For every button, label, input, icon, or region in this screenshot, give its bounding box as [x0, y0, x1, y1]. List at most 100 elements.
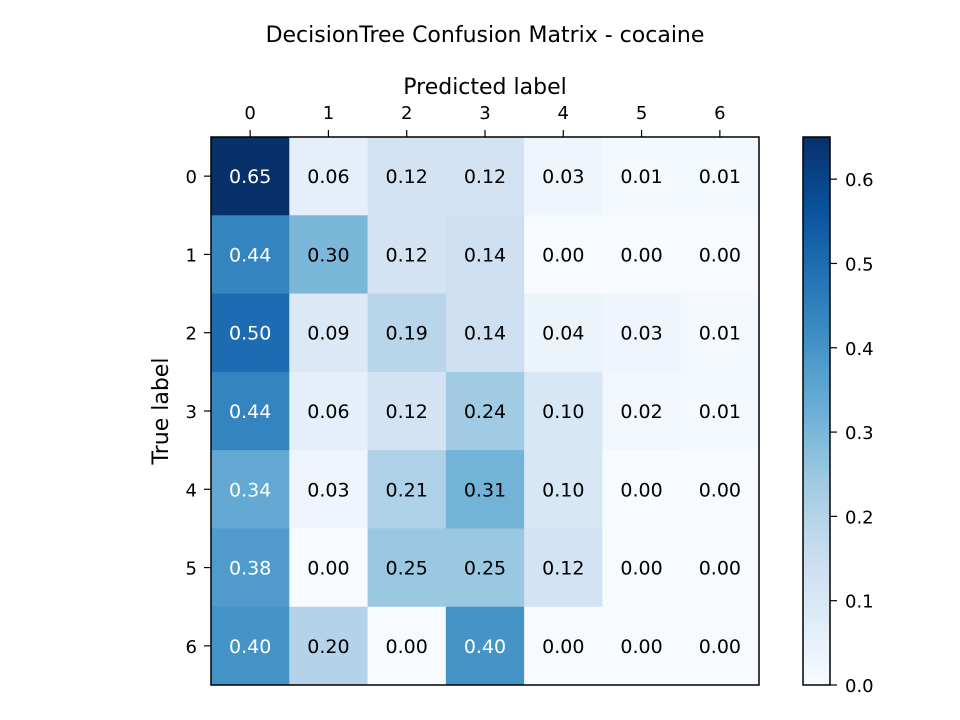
heatmap-cell — [680, 606, 760, 686]
y-tick-label: 1 — [186, 245, 197, 266]
heatmap-cell — [367, 606, 447, 686]
heatmap-cell — [367, 450, 447, 529]
x-tick-label: 5 — [636, 103, 647, 124]
heatmap-cell — [680, 528, 760, 608]
y-axis-label: True label — [149, 358, 174, 466]
x-axis-ticks: 0 1 2 3 4 5 6 — [244, 103, 726, 137]
cell-value-label: 0.00 — [699, 244, 741, 266]
heatmap-cell — [602, 371, 682, 451]
cell-value-label: 0.44 — [229, 401, 271, 423]
colorbar-tick-label: 0.6 — [845, 170, 874, 191]
heatmap-cells — [211, 137, 760, 686]
heatmap-cell — [680, 215, 760, 295]
x-tick-label: 0 — [244, 103, 255, 124]
heatmap-cell — [367, 293, 447, 373]
heatmap-cell — [524, 528, 603, 608]
y-tick-label: 5 — [186, 559, 197, 580]
heatmap-cell — [211, 137, 290, 216]
cell-value-label: 0.30 — [307, 244, 349, 266]
heatmap-cell — [445, 371, 525, 451]
cell-value-label: 0.00 — [386, 636, 428, 658]
cell-value-label: 0.21 — [386, 479, 428, 501]
cell-value-label: 0.00 — [620, 558, 662, 580]
colorbar-tick-label: 0.3 — [845, 423, 874, 444]
cell-value-label: 0.01 — [620, 166, 662, 188]
cell-value-label: 0.19 — [386, 323, 428, 345]
cell-value-label: 0.01 — [699, 323, 741, 345]
cell-value-label: 0.03 — [307, 479, 349, 501]
cell-value-label: 0.00 — [620, 636, 662, 658]
heatmap-cell — [367, 371, 447, 451]
cell-value-label: 0.06 — [307, 166, 349, 188]
heatmap-cell — [211, 528, 290, 608]
heatmap-cell — [445, 137, 525, 216]
y-tick-label: 3 — [186, 402, 197, 423]
x-axis-label: Predicted label — [403, 75, 566, 100]
heatmap-cell — [680, 137, 760, 216]
heatmap-cell — [524, 606, 603, 686]
chart-title: DecisionTree Confusion Matrix - cocaine — [266, 23, 705, 48]
heatmap-cell — [289, 450, 369, 529]
x-tick-label: 1 — [323, 103, 334, 124]
heatmap-cell — [289, 528, 369, 608]
heatmap-cell — [211, 293, 290, 373]
colorbar-tick-label: 0.4 — [845, 339, 874, 360]
cell-value-label: 0.24 — [464, 401, 506, 423]
cell-value-label: 0.65 — [229, 166, 271, 188]
cell-value-label: 0.12 — [542, 558, 584, 580]
heatmap-cell — [524, 293, 603, 373]
heatmap-cell — [602, 215, 682, 295]
heatmap-cell — [211, 606, 290, 686]
heatmap-cell — [445, 293, 525, 373]
cell-value-label: 0.00 — [699, 636, 741, 658]
heatmap-cell — [524, 137, 603, 216]
heatmap-cell-labels: 0.65 0.06 0.12 0.12 0.03 0.01 0.01 0.44 0.30 0.12… — [229, 166, 741, 658]
cell-value-label: 0.12 — [386, 401, 428, 423]
x-tick-label: 4 — [558, 103, 569, 124]
cell-value-label: 0.04 — [542, 323, 584, 345]
heatmap-cell — [445, 606, 525, 686]
cell-value-label: 0.02 — [620, 401, 662, 423]
heatmap-cell — [289, 293, 369, 373]
heatmap-cell — [367, 528, 447, 608]
x-tick-label: 3 — [479, 103, 490, 124]
plot-frame — [210, 136, 760, 686]
cell-value-label: 0.50 — [229, 323, 271, 345]
heatmap-cell — [524, 215, 603, 295]
cell-value-label: 0.40 — [229, 636, 271, 658]
cell-value-label: 0.00 — [620, 244, 662, 266]
cell-value-label: 0.03 — [542, 166, 584, 188]
heatmap-cell — [602, 606, 682, 686]
heatmap-cell — [602, 450, 682, 529]
heatmap-cell — [602, 528, 682, 608]
colorbar-ticks: 0.0 0.1 0.2 0.3 0.4 0.5 0.6 — [830, 170, 874, 697]
cell-value-label: 0.00 — [699, 479, 741, 501]
cell-value-label: 0.14 — [464, 323, 506, 345]
cell-value-label: 0.03 — [620, 323, 662, 345]
x-tick-label: 2 — [401, 103, 412, 124]
cell-value-label: 0.00 — [620, 479, 662, 501]
cell-value-label: 0.34 — [229, 479, 271, 501]
cell-value-label: 0.09 — [307, 323, 349, 345]
cell-value-label: 0.12 — [386, 244, 428, 266]
heatmap-cell — [445, 450, 525, 529]
colorbar — [802, 136, 831, 686]
y-tick-label: 0 — [186, 167, 197, 188]
cell-value-label: 0.00 — [699, 558, 741, 580]
heatmap-cell — [289, 137, 369, 216]
cell-value-label: 0.01 — [699, 401, 741, 423]
cell-value-label: 0.06 — [307, 401, 349, 423]
cell-value-label: 0.20 — [307, 636, 349, 658]
heatmap-cell — [289, 371, 369, 451]
heatmap-cell — [289, 215, 369, 295]
heatmap-cell — [211, 215, 290, 295]
cell-value-label: 0.00 — [542, 244, 584, 266]
heatmap-cell — [211, 450, 290, 529]
heatmap-cell — [445, 215, 525, 295]
heatmap-cell — [680, 371, 760, 451]
heatmap-cell — [289, 606, 369, 686]
cell-value-label: 0.10 — [542, 479, 584, 501]
cell-value-label: 0.00 — [307, 558, 349, 580]
heatmap-cell — [602, 293, 682, 373]
